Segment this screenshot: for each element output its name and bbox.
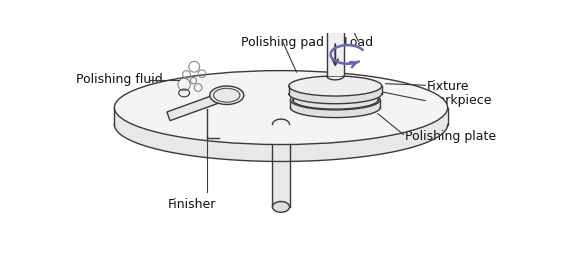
Polygon shape (293, 94, 378, 109)
Ellipse shape (273, 201, 289, 212)
Ellipse shape (290, 90, 380, 110)
Ellipse shape (289, 76, 382, 96)
Ellipse shape (114, 71, 448, 144)
Text: Load: Load (343, 36, 374, 49)
Polygon shape (289, 86, 382, 104)
Ellipse shape (210, 86, 244, 104)
Polygon shape (114, 108, 448, 161)
Text: Polishing plate: Polishing plate (405, 130, 496, 142)
Text: Polishing fluid: Polishing fluid (76, 73, 162, 86)
Ellipse shape (293, 84, 378, 103)
Text: Workpiece: Workpiece (426, 94, 492, 107)
Polygon shape (327, 24, 344, 76)
Polygon shape (273, 124, 289, 207)
Polygon shape (290, 100, 380, 118)
Text: Finisher: Finisher (168, 198, 216, 211)
Text: Fixture: Fixture (426, 80, 469, 93)
Polygon shape (167, 91, 228, 121)
Text: Polishing pad: Polishing pad (241, 36, 324, 49)
Ellipse shape (327, 20, 344, 27)
